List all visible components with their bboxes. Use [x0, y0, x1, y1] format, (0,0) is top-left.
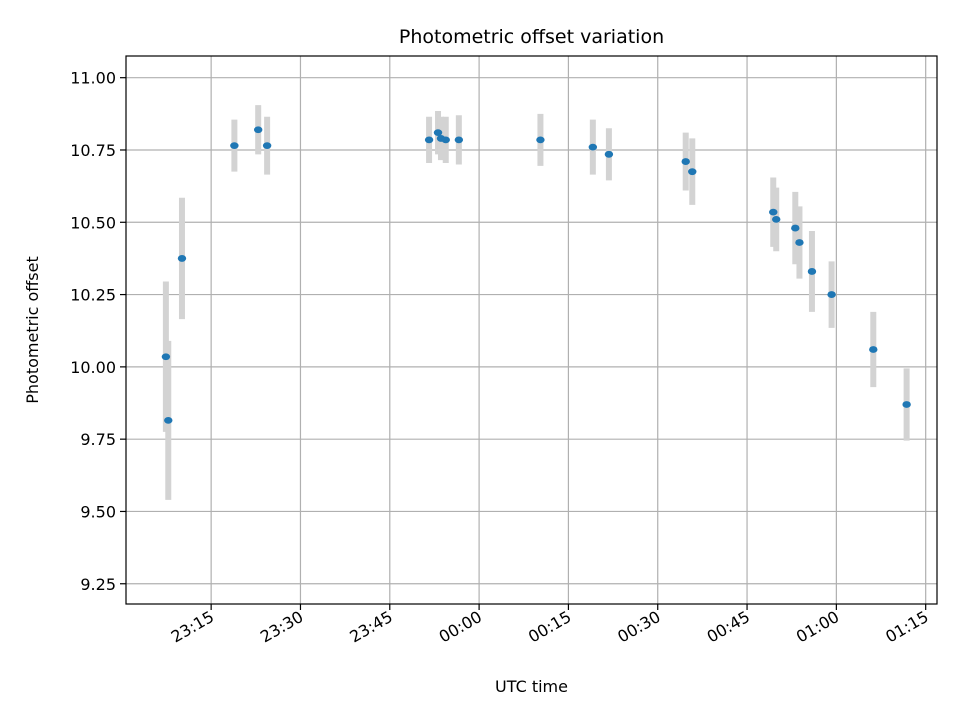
plot-frame — [125, 55, 938, 605]
data-point — [433, 129, 443, 137]
data-points — [161, 126, 911, 424]
data-point — [795, 239, 804, 246]
data-point — [161, 353, 171, 361]
data-point — [253, 126, 263, 134]
data-point — [791, 224, 800, 232]
grid — [126, 56, 937, 604]
y-tick-label: 11.00 — [70, 69, 116, 88]
y-tick-label: 9.75 — [80, 430, 116, 449]
x-axis-label: UTC time — [495, 677, 568, 696]
data-point — [262, 142, 272, 150]
data-point — [769, 208, 778, 216]
data-point — [454, 136, 464, 144]
y-tick-label: 9.50 — [80, 502, 116, 521]
y-tick-label: 10.00 — [70, 358, 116, 377]
data-point — [681, 158, 690, 165]
data-point — [536, 136, 545, 144]
y-axis-ticks: 9.25 9.50 9.75 10.00 10.25 10.50 10.75 11.00 — [70, 69, 126, 594]
data-point — [869, 346, 878, 353]
data-point — [230, 142, 239, 150]
data-point — [424, 136, 434, 144]
data-point — [807, 268, 817, 275]
data-point — [177, 255, 187, 262]
data-point — [772, 215, 781, 223]
chart-title: Photometric offset variation — [399, 26, 664, 48]
data-point — [588, 143, 598, 151]
data-point — [604, 150, 614, 158]
data-point — [902, 401, 911, 408]
y-tick-label: 10.25 — [70, 286, 116, 305]
data-point — [441, 136, 450, 144]
data-point — [827, 291, 836, 298]
data-point — [164, 416, 173, 424]
y-axis-label: Photometric offset — [23, 256, 42, 404]
data-point — [688, 168, 697, 176]
y-tick-label: 9.25 — [80, 575, 116, 594]
y-tick-label: 10.50 — [70, 213, 116, 232]
y-tick-label: 10.75 — [70, 141, 116, 160]
